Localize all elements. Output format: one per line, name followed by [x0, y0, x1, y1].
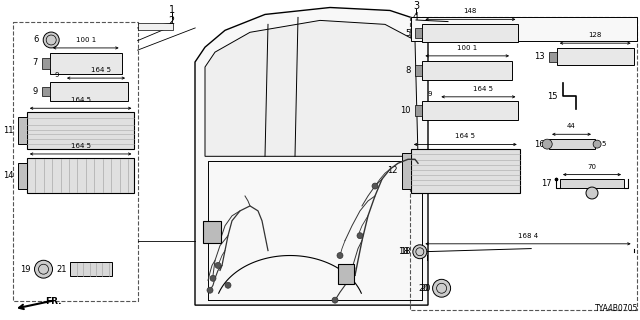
Text: 11: 11 — [3, 126, 14, 135]
Text: 18: 18 — [398, 247, 409, 256]
Bar — [557, 48, 634, 65]
Text: 8: 8 — [405, 66, 411, 75]
Bar — [549, 52, 557, 61]
Text: 7: 7 — [32, 58, 38, 67]
Circle shape — [35, 260, 52, 278]
Text: 9: 9 — [428, 91, 432, 97]
Circle shape — [207, 287, 213, 293]
Bar — [411, 148, 520, 193]
Bar — [422, 101, 518, 120]
Text: TYA4B0705: TYA4B0705 — [595, 304, 639, 313]
Circle shape — [332, 297, 338, 303]
Text: 18: 18 — [400, 247, 411, 256]
Text: 9: 9 — [33, 87, 38, 96]
Bar — [560, 179, 624, 188]
Circle shape — [586, 187, 598, 199]
Text: 20: 20 — [418, 284, 429, 293]
Polygon shape — [195, 7, 428, 305]
Text: 17: 17 — [541, 179, 552, 188]
Bar — [18, 163, 27, 189]
Text: 3: 3 — [413, 1, 419, 11]
Bar — [70, 262, 112, 276]
Bar — [338, 264, 354, 284]
Bar — [138, 23, 173, 29]
Circle shape — [542, 139, 552, 149]
Bar — [415, 28, 422, 38]
Bar — [203, 221, 221, 243]
Circle shape — [337, 252, 343, 259]
Text: 10: 10 — [400, 106, 411, 115]
Bar — [422, 24, 518, 42]
Circle shape — [349, 265, 355, 271]
Text: 21: 21 — [56, 265, 67, 274]
Bar — [411, 17, 637, 41]
Text: 13: 13 — [534, 52, 545, 61]
Text: 2: 2 — [168, 16, 175, 26]
Text: 128: 128 — [589, 32, 602, 38]
Text: 19: 19 — [20, 265, 31, 274]
Text: 5: 5 — [602, 141, 606, 147]
Text: 14: 14 — [3, 171, 14, 180]
Bar — [27, 112, 134, 148]
Bar — [27, 158, 134, 193]
Circle shape — [357, 233, 363, 239]
Text: 44: 44 — [567, 123, 576, 129]
Text: 164 5: 164 5 — [70, 97, 91, 103]
Circle shape — [433, 279, 451, 297]
Text: 15: 15 — [547, 92, 558, 101]
Bar — [42, 58, 50, 68]
Text: 164 5: 164 5 — [474, 86, 493, 92]
Text: 100 1: 100 1 — [457, 45, 477, 51]
Circle shape — [372, 183, 378, 189]
Circle shape — [225, 282, 231, 288]
Text: 148: 148 — [464, 8, 477, 14]
Bar — [50, 82, 128, 101]
Text: 100 1: 100 1 — [76, 37, 96, 43]
Circle shape — [413, 245, 427, 259]
Text: 1: 1 — [168, 4, 175, 14]
Text: 164 5: 164 5 — [455, 133, 476, 140]
Bar — [410, 17, 637, 310]
Circle shape — [210, 275, 216, 281]
Text: 12: 12 — [387, 166, 398, 175]
Bar — [42, 87, 50, 96]
Bar — [18, 117, 27, 144]
Circle shape — [44, 32, 60, 48]
Text: 9: 9 — [54, 72, 59, 78]
Text: 164 5: 164 5 — [70, 143, 91, 149]
Circle shape — [215, 262, 221, 268]
Bar — [13, 21, 138, 301]
Bar — [415, 105, 422, 116]
Text: 164 5: 164 5 — [91, 67, 111, 73]
Bar — [549, 139, 595, 149]
Bar — [50, 53, 122, 74]
Bar — [422, 60, 512, 80]
Text: 20: 20 — [420, 284, 431, 293]
Text: 4: 4 — [413, 12, 419, 22]
Bar — [415, 65, 422, 76]
Text: FR.: FR. — [45, 297, 61, 306]
Polygon shape — [205, 20, 418, 156]
Circle shape — [593, 140, 601, 148]
Text: 6: 6 — [34, 36, 39, 44]
Text: 70: 70 — [588, 164, 596, 170]
Text: 16: 16 — [534, 140, 545, 148]
Text: 5: 5 — [406, 28, 411, 37]
Text: 168 4: 168 4 — [518, 233, 538, 239]
Bar — [402, 153, 411, 189]
